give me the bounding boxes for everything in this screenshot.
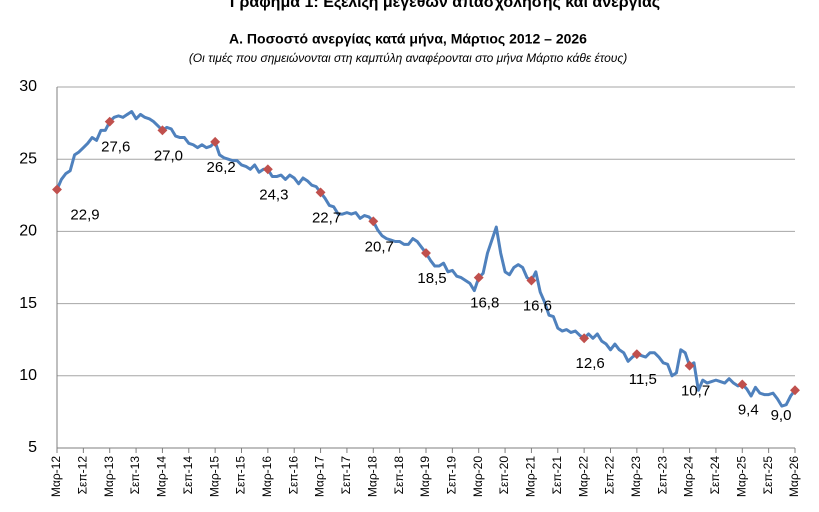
x-tick-label: Μαρ-23 [629, 456, 643, 497]
y-tick-label: 20 [19, 223, 37, 240]
y-tick-label: 15 [19, 295, 37, 312]
marker [526, 275, 537, 286]
x-tick-label: Σεπ-24 [708, 456, 722, 495]
x-tick-label: Μαρ-15 [207, 456, 221, 497]
marker [684, 360, 695, 371]
x-tick-label: Σεπ-22 [603, 456, 617, 495]
data-label: 22,9 [70, 206, 99, 223]
data-label: 24,3 [259, 186, 288, 203]
data-label: 16,6 [523, 297, 552, 314]
data-label: 22,7 [312, 209, 341, 226]
data-label: 27,0 [154, 147, 183, 164]
x-tick-label: Μαρ-12 [49, 456, 63, 497]
marker [421, 248, 431, 259]
x-tick-label: Σεπ-25 [761, 456, 775, 495]
marker [52, 184, 62, 195]
chart-note: (Οι τιμές που σημειώνονται στη καμπύλη α… [189, 51, 627, 65]
data-label: 16,8 [470, 295, 499, 312]
x-tick-label: Μαρ-13 [102, 456, 116, 497]
x-tick-label: Μαρ-19 [418, 456, 432, 497]
x-tick-label: Σεπ-23 [655, 456, 669, 495]
y-tick-label: 30 [19, 78, 37, 95]
y-tick-label: 25 [19, 150, 37, 167]
y-tick-label: 10 [19, 367, 37, 384]
x-tick-label: Σεπ-16 [286, 456, 300, 495]
x-tick-label: Σεπ-12 [76, 456, 90, 495]
marker [579, 333, 590, 344]
y-tick-label: 5 [28, 439, 37, 456]
x-tick-label: Σεπ-18 [392, 456, 406, 495]
x-tick-label: Μαρ-24 [682, 456, 696, 497]
data-label: 20,7 [365, 238, 394, 255]
x-tick-label: Σεπ-20 [497, 456, 511, 495]
data-label: 10,7 [681, 383, 710, 400]
data-label: 27,6 [101, 139, 130, 156]
x-tick-label: Σεπ-21 [550, 456, 564, 495]
marker [104, 116, 115, 127]
marker [157, 125, 168, 136]
x-tick-label: Σεπ-14 [181, 456, 195, 495]
x-tick-label: Μαρ-16 [260, 456, 274, 497]
data-label: 11,5 [629, 371, 657, 388]
x-tick-label: Μαρ-14 [155, 456, 169, 497]
x-tick-label: Μαρ-18 [365, 456, 379, 497]
x-tick-label: Μαρ-21 [524, 456, 538, 497]
data-label: 12,6 [576, 355, 605, 372]
marker [631, 349, 642, 360]
marker [790, 385, 800, 396]
data-label: 9,0 [771, 407, 792, 424]
marker [315, 187, 326, 198]
x-tick-label: Μαρ-26 [787, 456, 801, 497]
marker [737, 379, 748, 390]
x-tick-label: Σεπ-15 [234, 456, 248, 495]
x-tick-label: Σεπ-19 [445, 456, 459, 495]
x-tick-label: Σεπ-13 [128, 456, 142, 495]
chart-subtitle: Α. Ποσοστό ανεργίας κατά μήνα, Μάρτιος 2… [229, 31, 587, 47]
data-label: 26,2 [207, 159, 236, 176]
x-tick-label: Μαρ-25 [734, 456, 748, 497]
marker [210, 136, 221, 147]
x-tick-label: Μαρ-20 [471, 456, 485, 497]
x-tick-label: Μαρ-17 [313, 456, 327, 497]
x-tick-label: Σεπ-17 [339, 456, 353, 495]
x-tick-label: Μαρ-22 [576, 456, 590, 497]
marker [368, 216, 379, 227]
marker [262, 164, 273, 175]
data-label: 18,5 [417, 270, 446, 287]
chart-title: Γράφημα 1: Εξέλιξη μεγεθών απασχόλησης κ… [230, 0, 660, 11]
data-label: 9,4 [738, 401, 759, 418]
marker [473, 272, 484, 283]
